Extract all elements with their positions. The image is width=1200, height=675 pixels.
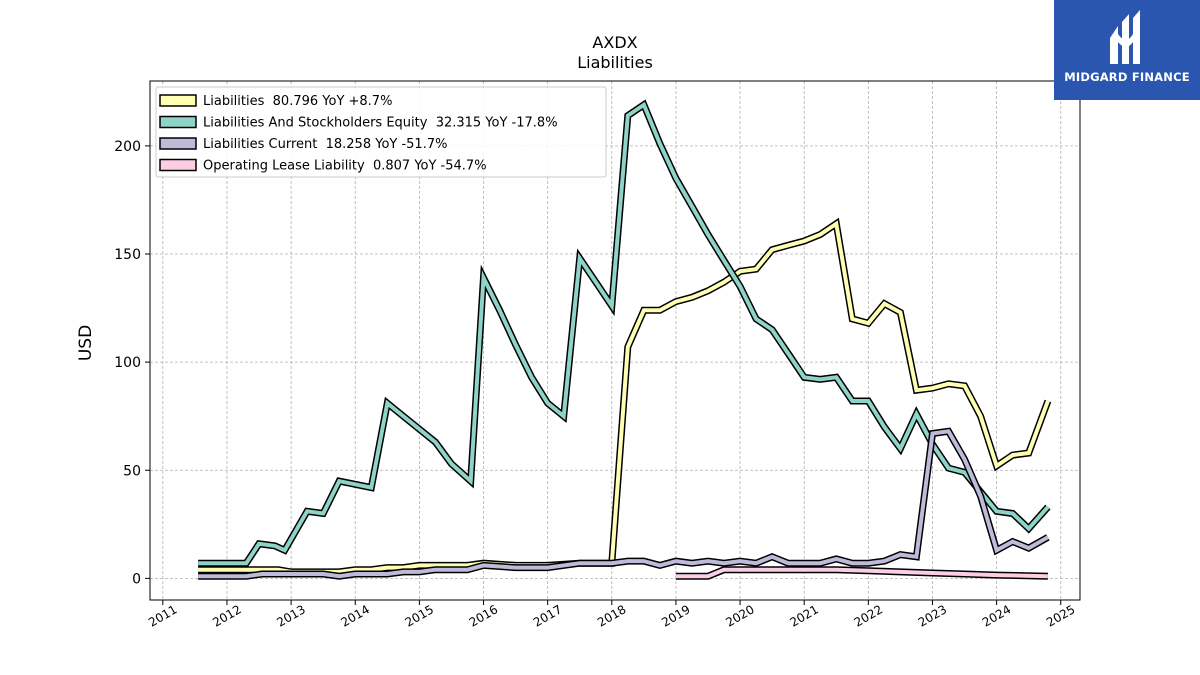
legend-label: Liabilities 80.796 YoY +8.7% [203,94,392,109]
brand-logo-mark-icon [1110,10,1140,64]
legend-box [155,86,607,178]
series-line-1 [198,101,1050,566]
legend-swatch [159,158,197,172]
chart-subtitle: Liabilities [577,53,653,72]
x-tick-label: 2018 [595,602,628,629]
x-tick-label: 2019 [659,602,692,629]
x-tick-label: 2014 [339,602,372,629]
x-tick-label: 2015 [403,602,436,629]
x-tick-label: 2013 [274,602,307,629]
chart-title: AXDX [592,33,637,52]
legend-label: Liabilities Current 18.258 YoY -51.7% [203,137,447,152]
x-tick-label: 2011 [146,602,179,629]
plot-frame [149,80,1081,601]
y-tick-label: 150 [114,247,141,263]
x-tick-label: 2016 [467,602,500,629]
x-tick-label: 2012 [210,602,243,629]
legend-swatch [159,115,197,129]
axis-ticks: 2011 2012 2013 2014 2015 2016 2017 2018 2019 2020… [114,139,1077,630]
brand-logo: MIDGARD FINANCE [1054,0,1200,100]
x-tick-label: 2020 [723,602,756,629]
series-line-3 [675,567,1048,579]
series-line-0 [198,220,1050,574]
brand-name: MIDGARD FINANCE [1064,70,1190,84]
legend-label: Operating Lease Liability 0.807 YoY -54.… [203,159,487,174]
x-tick-label: 2022 [852,602,885,629]
legend-swatch [159,94,197,107]
x-tick-label: 2023 [916,602,949,629]
y-axis-label: USD [76,325,96,361]
x-tick-label: 2021 [787,602,820,629]
y-tick-label: 100 [114,355,141,371]
legend: Liabilities 80.796 YoY +8.7% Liabilities … [155,86,607,178]
x-tick-label: 2025 [1044,602,1077,629]
legend-swatch [159,137,197,150]
y-tick-label: 200 [114,139,141,155]
x-tick-label: 2024 [980,602,1013,629]
series-line-2 [198,429,1049,579]
series-lines [198,99,1052,580]
y-tick-label: 0 [132,571,141,587]
legend-label: Liabilities And Stockholders Equity 32.3… [203,116,558,131]
y-tick-label: 50 [123,463,141,479]
x-tick-label: 2017 [531,602,564,629]
